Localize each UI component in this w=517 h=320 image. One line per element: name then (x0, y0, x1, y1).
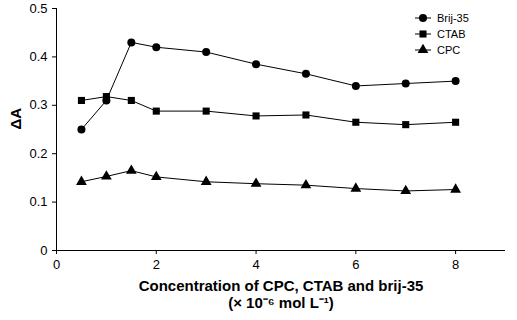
svg-text:0: 0 (53, 257, 60, 272)
svg-text:2: 2 (153, 257, 160, 272)
svg-text:0: 0 (40, 243, 47, 258)
svg-text:0.4: 0.4 (29, 49, 47, 64)
svg-text:8: 8 (452, 257, 459, 272)
svg-text:Concentration of CPC, CTAB and: Concentration of CPC, CTAB and brij-35(×… (139, 277, 424, 311)
svg-text:Brij-35: Brij-35 (437, 12, 469, 24)
svg-text:6: 6 (352, 257, 359, 272)
svg-text:4: 4 (252, 257, 259, 272)
svg-text:0.1: 0.1 (29, 194, 47, 209)
svg-text:ΔA: ΔA (7, 108, 24, 130)
svg-text:0.3: 0.3 (29, 97, 47, 112)
svg-text:CTAB: CTAB (437, 28, 466, 40)
svg-text:0.5: 0.5 (29, 1, 47, 16)
svg-text:CPC: CPC (437, 44, 460, 56)
svg-text:0.2: 0.2 (29, 146, 47, 161)
